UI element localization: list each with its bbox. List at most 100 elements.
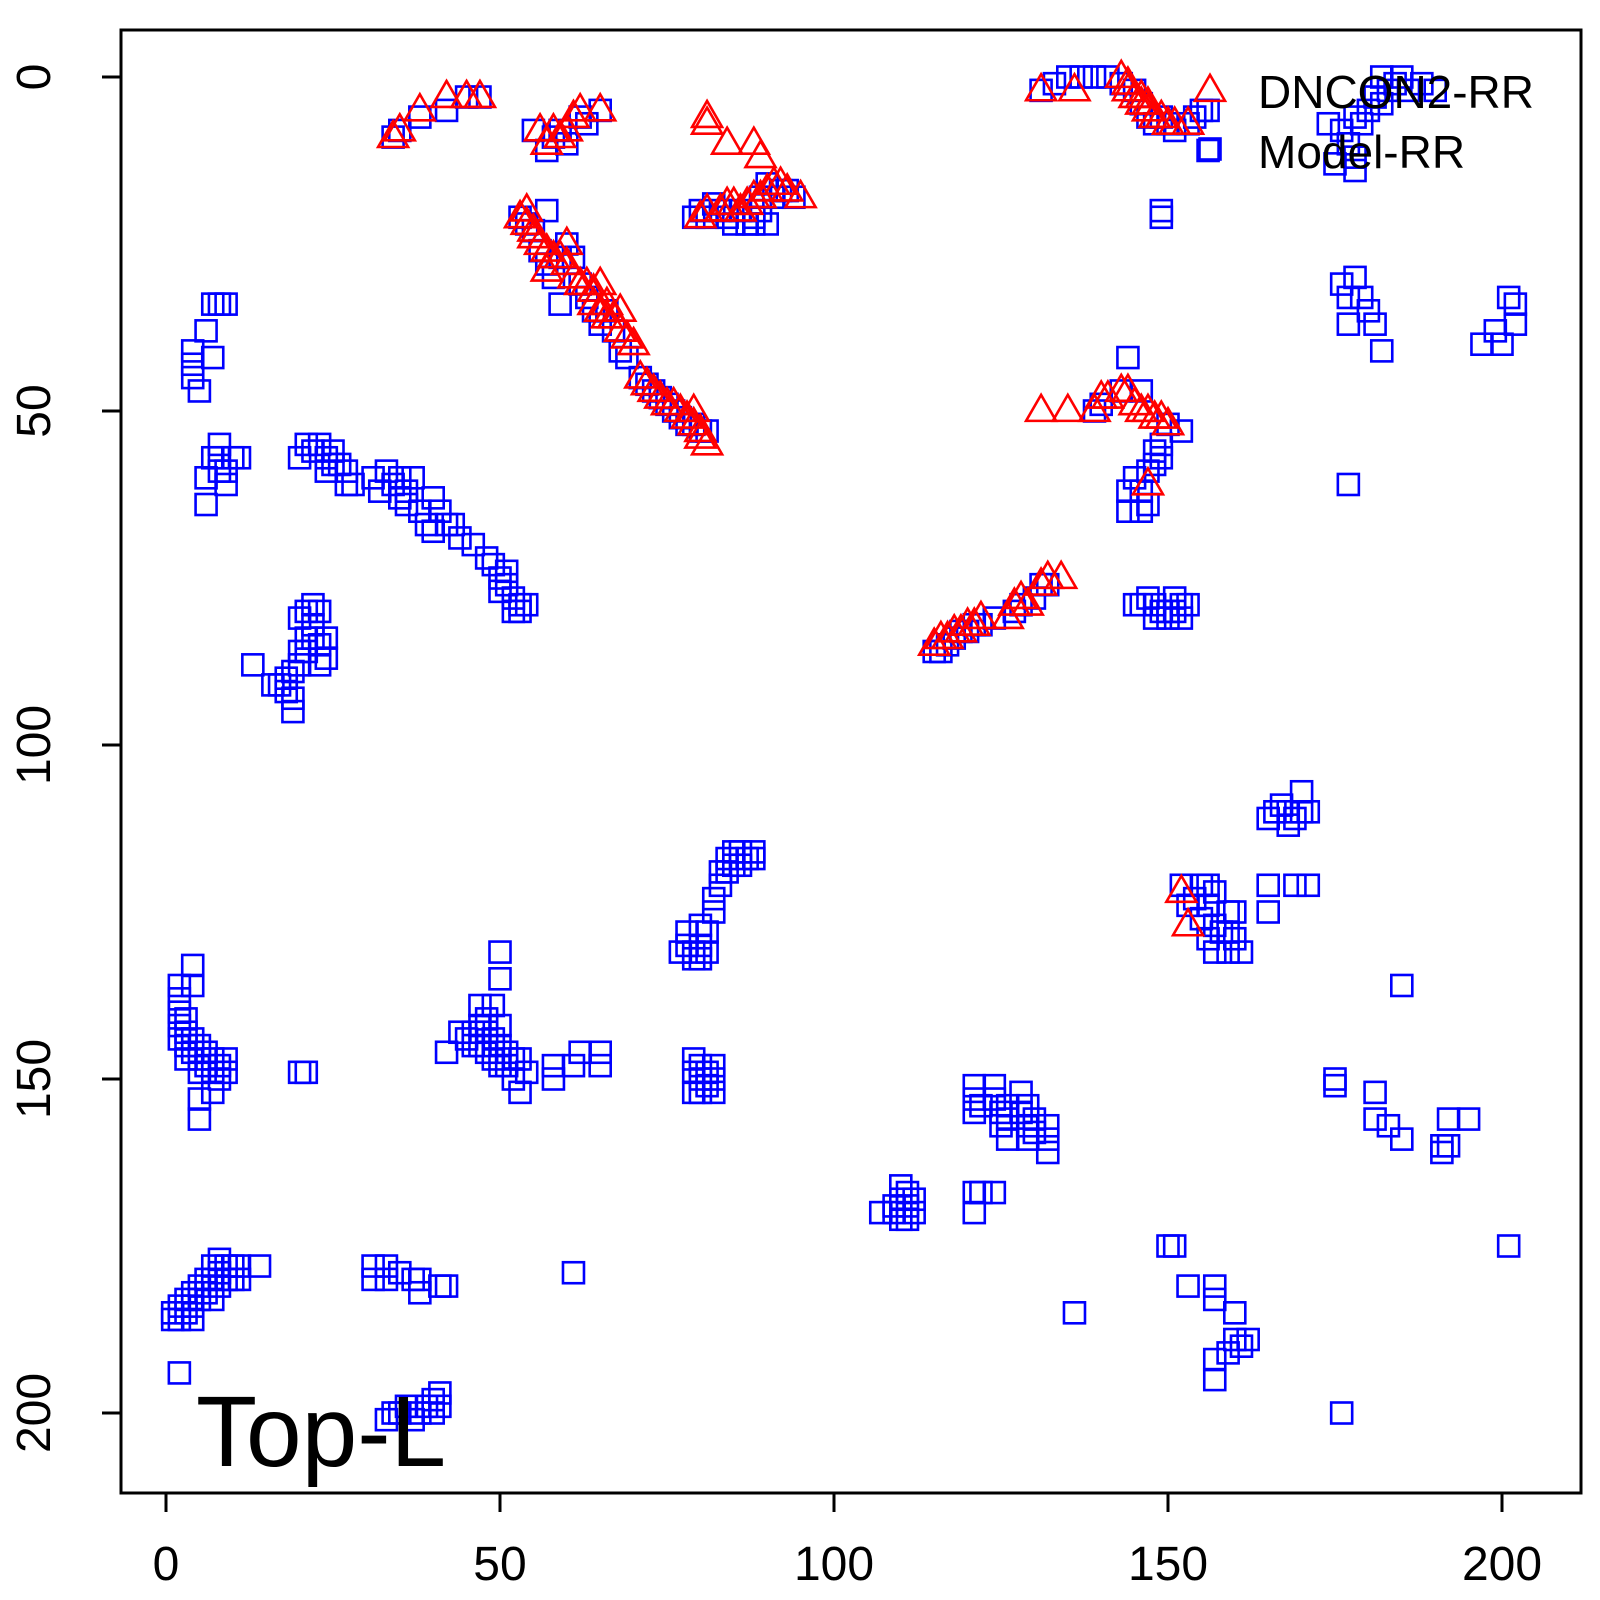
- model-rr-point: [588, 1040, 613, 1065]
- model-rr-point: [1196, 98, 1220, 123]
- model-rr-point: [448, 1020, 472, 1045]
- model-rr-point: [180, 1040, 205, 1065]
- dncon2-rr-point: [1050, 392, 1086, 423]
- model-rr-point: [180, 953, 205, 978]
- model-rr-point: [989, 1113, 1013, 1138]
- model-rr-point: [488, 1013, 512, 1038]
- model-rr-point: [294, 599, 319, 624]
- model-rr-point: [167, 1027, 192, 1051]
- model-rr-point: [1456, 1107, 1481, 1131]
- model-rr-point: [888, 1174, 913, 1198]
- model-rr-point: [241, 653, 265, 677]
- model-rr-point: [468, 993, 492, 1018]
- model-rr-point: [401, 465, 425, 490]
- model-rr-point: [367, 479, 392, 503]
- dncon2-rr-point: [783, 178, 818, 209]
- dncon2-rr-point: [556, 258, 591, 289]
- model-rr-point: [214, 292, 238, 316]
- model-rr-point: [688, 913, 713, 938]
- model-rr-point: [1503, 292, 1528, 316]
- model-rr-point: [681, 940, 706, 964]
- model-rr-point: [488, 940, 512, 964]
- model-rr-point: [1216, 940, 1240, 964]
- model-rr-point: [1082, 65, 1107, 89]
- model-rr-point: [1430, 1134, 1454, 1158]
- model-rr-point: [321, 439, 345, 463]
- model-rr-point: [187, 1287, 212, 1312]
- model-rr-point: [1356, 98, 1381, 123]
- plot-frame: [119, 28, 1583, 1495]
- model-rr-point: [1343, 265, 1367, 290]
- model-rr-point: [441, 512, 466, 537]
- model-rr-point: [167, 1361, 192, 1385]
- model-rr-point: [287, 639, 312, 664]
- model-rr-point: [1430, 1140, 1454, 1165]
- dncon2-rr-point: [462, 78, 498, 109]
- model-rr-point: [207, 445, 232, 470]
- model-rr-point: [194, 319, 218, 343]
- model-rr-point: [481, 1047, 506, 1071]
- dncon2-rr-point: [1110, 71, 1146, 102]
- model-rr-point: [180, 1294, 205, 1318]
- dncon2-rr-point: [1130, 465, 1166, 496]
- model-rr-point: [721, 853, 746, 878]
- dncon2-rr-point: [1023, 71, 1059, 102]
- model-rr-point: [695, 920, 719, 944]
- model-rr-point: [408, 499, 432, 524]
- model-rr-point: [281, 699, 305, 724]
- model-rr-point: [902, 1200, 926, 1225]
- model-rr-point: [180, 339, 205, 363]
- dncon2-rr-point: [576, 272, 611, 302]
- dncon2-rr-point: [609, 318, 645, 349]
- model-rr-point: [969, 1093, 993, 1118]
- model-rr-point: [1363, 1080, 1387, 1105]
- dncon2-rr-point: [1144, 398, 1179, 429]
- model-rr-point: [888, 1187, 913, 1212]
- model-rr-point: [408, 1280, 432, 1305]
- model-rr-point: [1229, 940, 1254, 964]
- dncon2-rr-point: [676, 392, 711, 423]
- model-rr-point: [735, 846, 759, 871]
- legend-triangle-shape: [1192, 72, 1228, 103]
- model-rr-point: [1496, 1234, 1521, 1258]
- dncon2-rr-point: [502, 198, 538, 229]
- model-rr-point: [187, 379, 212, 403]
- model-rr-point: [294, 1060, 319, 1085]
- model-rr-point: [688, 1080, 713, 1105]
- model-rr-point: [1122, 465, 1147, 490]
- model-rr-point: [207, 1274, 232, 1298]
- model-rr-point: [167, 1294, 192, 1318]
- model-rr-point: [281, 686, 305, 711]
- model-rr-point: [227, 445, 252, 470]
- model-rr-point: [408, 1267, 432, 1292]
- model-rr-point: [982, 1087, 1007, 1111]
- model-rr-point: [174, 1047, 198, 1071]
- model-rr-point: [307, 432, 332, 457]
- model-rr-point: [474, 1007, 499, 1031]
- model-rr-point: [1156, 606, 1180, 630]
- model-rr-point: [294, 639, 319, 664]
- model-rr-point: [1176, 592, 1200, 617]
- model-rr-point: [1336, 285, 1361, 310]
- model-rr-point: [287, 653, 312, 677]
- model-rr-point: [1436, 1134, 1461, 1158]
- model-rr-point: [688, 933, 713, 958]
- model-rr-point: [962, 1087, 987, 1111]
- model-rr-point: [1336, 472, 1361, 497]
- y-tick-label: 50: [8, 384, 61, 437]
- model-rr-point: [174, 1020, 198, 1045]
- model-rr-point: [882, 1200, 906, 1225]
- model-rr-point: [174, 1007, 198, 1031]
- model-rr-point: [200, 1080, 225, 1105]
- dncon2-rr-point: [542, 118, 578, 149]
- model-rr-point: [194, 1053, 218, 1078]
- model-rr-point: [701, 1080, 726, 1105]
- model-rr-point: [200, 345, 225, 370]
- model-rr-point: [167, 987, 192, 1011]
- dncon2-rr-point: [763, 165, 798, 196]
- x-tick-label: 0: [153, 1538, 180, 1591]
- model-rr-point: [701, 1053, 726, 1078]
- model-rr-point: [221, 1267, 245, 1292]
- legend-triangle-marker: [1192, 72, 1228, 103]
- model-rr-point: [1223, 926, 1247, 951]
